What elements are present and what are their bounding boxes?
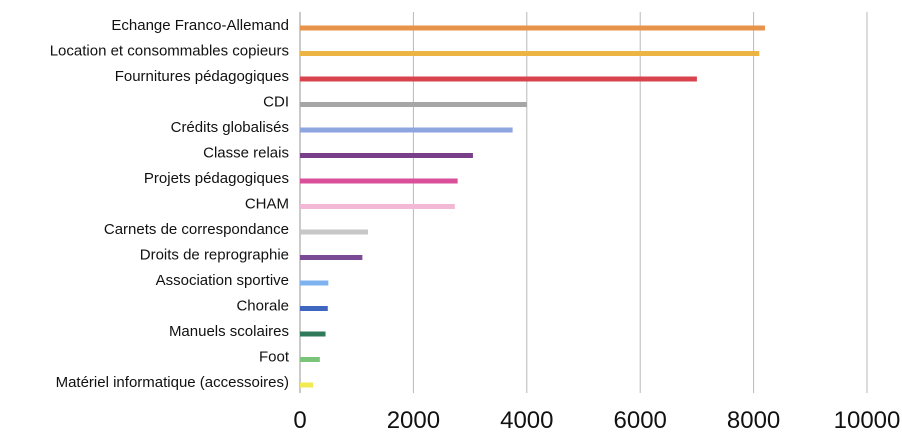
category-label: Association sportive <box>156 272 289 289</box>
x-tick-label: 10000 <box>834 407 901 434</box>
x-tick-label: 2000 <box>387 407 440 434</box>
bar-6 <box>300 153 473 158</box>
bar-14 <box>300 357 320 362</box>
x-tick-label: 8000 <box>727 407 780 434</box>
bar-2 <box>300 51 760 56</box>
category-label: Projets pédagogiques <box>144 170 289 187</box>
x-tick-label: 0 <box>293 407 306 434</box>
x-axis: 0 2000 4000 6000 8000 10000 <box>293 407 900 434</box>
category-label: Location et consommables copieurs <box>50 42 289 59</box>
category-label: Chorale <box>236 297 289 314</box>
bar-4 <box>300 102 527 107</box>
bar-5 <box>300 127 513 133</box>
category-label: Fournitures pédagogiques <box>115 68 289 85</box>
bar-3 <box>300 76 697 82</box>
category-label: Carnets de correspondance <box>104 221 289 238</box>
category-labels: Echange Franco-Allemand Location et conso… <box>50 17 290 391</box>
category-label: CHAM <box>245 195 289 212</box>
category-label: Classe relais <box>203 144 289 161</box>
bar-11 <box>300 280 329 286</box>
category-label: Echange Franco-Allemand <box>111 17 289 34</box>
bar-15 <box>300 382 314 388</box>
bar-13 <box>300 331 326 337</box>
bar-1 <box>300 25 765 31</box>
grid <box>299 12 868 393</box>
category-label: Manuels scolaires <box>169 323 289 340</box>
category-label: CDI <box>263 93 289 110</box>
bar-9 <box>300 229 369 235</box>
x-tick-label: 6000 <box>614 407 667 434</box>
bar-10 <box>300 255 363 260</box>
x-tick-label: 4000 <box>500 407 553 434</box>
category-label: Crédits globalisés <box>171 119 289 136</box>
category-label: Matériel informatique (accessoires) <box>56 374 289 391</box>
bar-12 <box>300 306 328 311</box>
bars <box>300 25 765 388</box>
bar-7 <box>300 178 458 184</box>
bar-8 <box>300 204 455 209</box>
category-label: Foot <box>259 348 290 365</box>
category-label: Droits de reprographie <box>140 246 289 263</box>
